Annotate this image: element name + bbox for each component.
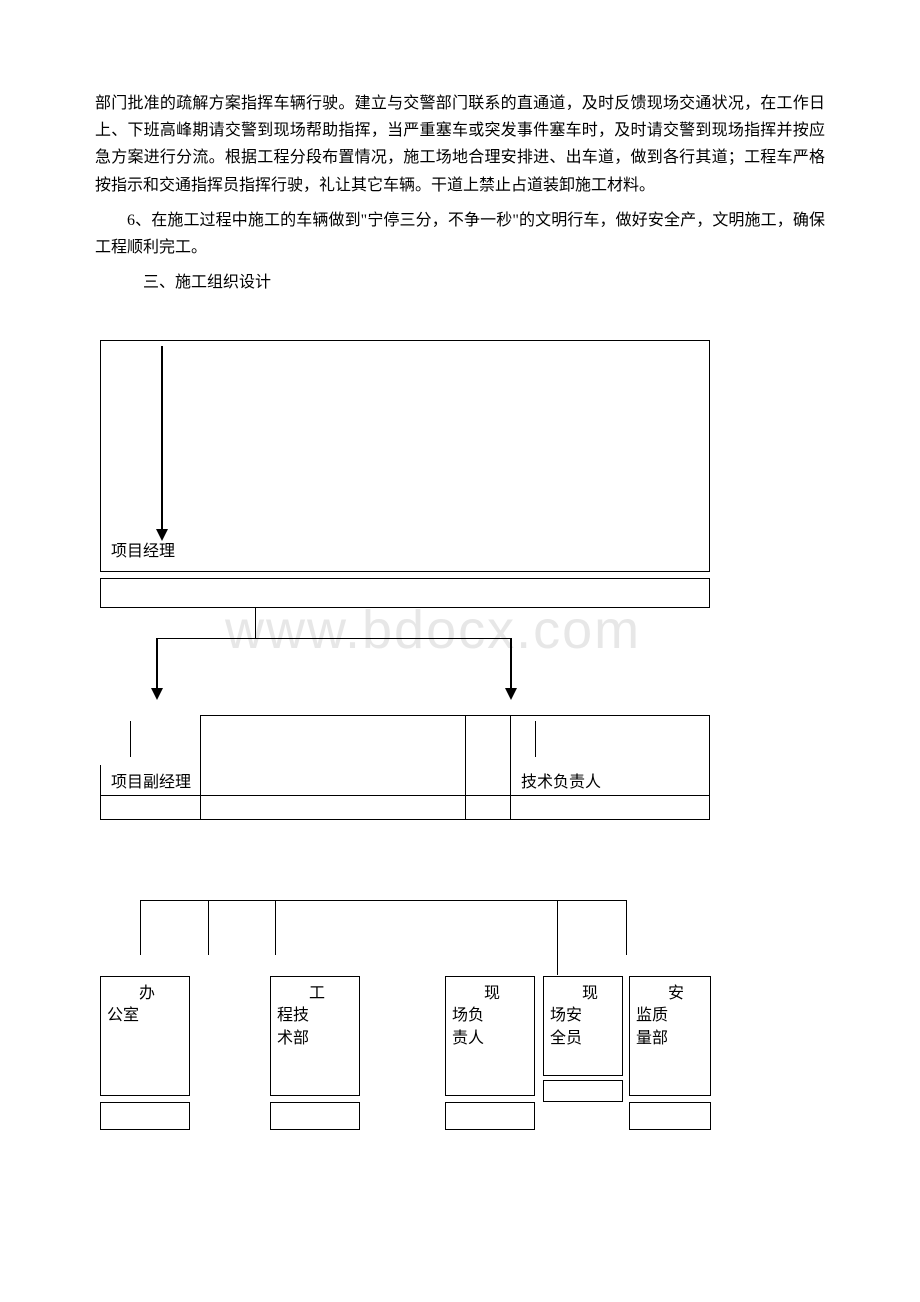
- arrow-head-right: [505, 688, 517, 700]
- org-label-level2-left: 项目副经理: [105, 768, 197, 798]
- conn-h-level2: [156, 638, 511, 639]
- org-label-l3-c4: 现场安全员: [544, 977, 622, 1054]
- div-l2-2: [465, 715, 466, 820]
- org-box-l3-c4: 现场安全员: [543, 976, 623, 1076]
- conn-bracket-level3: [140, 900, 627, 955]
- paragraph-1: 部门批准的疏解方案指挥车辆行驶。建立与交警部门联系的直通道，及时反馈现场交通状况…: [95, 90, 825, 199]
- org-strip-l3-c5: [629, 1102, 711, 1130]
- arrow-line-top: [161, 346, 163, 531]
- org-label-l3-c1: 办公室: [101, 977, 189, 1032]
- org-strip-l3-c4: [543, 1080, 623, 1102]
- div-l2-3: [510, 715, 511, 820]
- org-strip-level1: [100, 578, 710, 608]
- stub-b-3: [557, 900, 558, 975]
- org-box-l3-c5: 安监质量部: [629, 976, 711, 1096]
- org-strip-l3-c3: [445, 1102, 535, 1130]
- arrow-head-left: [151, 688, 163, 700]
- org-strip-l3-c2: [270, 1102, 360, 1130]
- stub-b-1: [208, 900, 209, 955]
- org-box-l3-gap1: [195, 976, 270, 1096]
- org-box-l3-c1: 办公室: [100, 976, 190, 1096]
- paragraph-2: 6、在施工过程中施工的车辆做到"宁停三分，不争一秒"的文明行车，做好安全产，文明…: [95, 207, 825, 261]
- org-box-l3-c2: 工程技术部: [270, 976, 360, 1096]
- org-box-l3-c3: 现场负责人: [445, 976, 535, 1096]
- org-label-l3-c2: 工程技术部: [271, 977, 359, 1054]
- section-title: 三、施工组织设计: [95, 269, 825, 296]
- conn-down-right: [510, 638, 512, 690]
- org-label-l3-c3: 现场负责人: [446, 977, 534, 1054]
- org-label-level2-right: 技术负责人: [515, 768, 607, 798]
- edge-l3-gap1-l: [195, 976, 196, 1130]
- conn-down-center: [255, 608, 256, 638]
- org-box-level1: 项目经理: [100, 340, 710, 572]
- conn-down-left: [156, 638, 158, 690]
- div-l2-1: [200, 715, 201, 820]
- stub-b-2: [275, 900, 276, 955]
- org-label-level1: 项目经理: [105, 537, 181, 567]
- org-box-level2-left: [100, 715, 200, 765]
- org-label-l3-c5: 安监质量部: [630, 977, 710, 1054]
- stub-l2-left: [130, 721, 131, 757]
- stub-l2-right: [535, 721, 536, 757]
- org-strip-l3-c1: [100, 1102, 190, 1130]
- org-chart-diagram: www.bdocx.com 项目经理 项目副经理 技术负责人 办公室: [95, 340, 825, 1210]
- div-l2-h: [100, 795, 710, 796]
